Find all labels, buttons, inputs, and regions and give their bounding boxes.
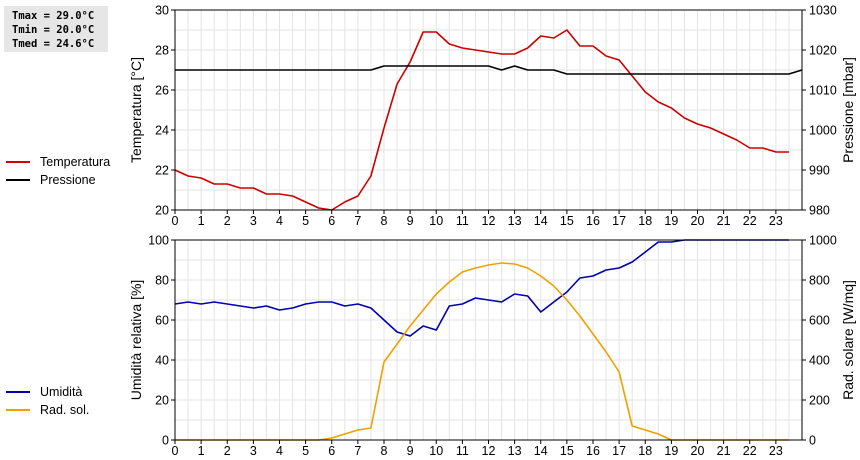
bottom-y2-tick-label: 1000 xyxy=(809,234,837,248)
bottom-x-tick-label: 0 xyxy=(172,444,179,458)
top-x-tick-label: 19 xyxy=(664,214,678,228)
legend-swatch-temperature xyxy=(6,161,30,163)
top-y2-tick-label: 1030 xyxy=(809,4,837,18)
stat-tmax: Tmax = 29.0°C xyxy=(12,10,95,22)
bottom-x-tick-label: 22 xyxy=(743,444,757,458)
bottom-y2-tick-label: 400 xyxy=(809,354,830,368)
legend-item-radiation: Rad. sol. xyxy=(6,402,89,418)
bottom-y-tick-label: 20 xyxy=(155,394,169,408)
legend-label-pressure: Pressione xyxy=(40,173,96,187)
legend-swatch-radiation xyxy=(6,409,30,411)
bottom-x-tick-label: 11 xyxy=(456,444,469,458)
bottom-x-tick-label: 16 xyxy=(586,444,600,458)
bottom-y-tick-label: 80 xyxy=(155,274,169,288)
top-x-tick-label: 17 xyxy=(612,214,626,228)
bottom-x-tick-label: 7 xyxy=(354,444,361,458)
top-series-primary-line xyxy=(174,29,789,211)
bottom-y-tick-label: 100 xyxy=(148,234,169,248)
bottom-y2-tick-label: 600 xyxy=(809,314,830,328)
legend-item-humidity: Umidità xyxy=(6,384,82,400)
bottom-x-tick-label: 19 xyxy=(664,444,678,458)
top-x-tick-label: 13 xyxy=(508,214,522,228)
legend-item-temperature: Temperatura xyxy=(6,154,110,170)
legend-label-temperature: Temperatura xyxy=(40,155,111,169)
bottom-y2-tick-label: 0 xyxy=(809,434,816,448)
top-x-tick-label: 15 xyxy=(560,214,574,228)
top-x-tick-label: 5 xyxy=(302,214,309,228)
bottom-x-tick-label: 1 xyxy=(198,444,205,458)
bottom-x-tick-label: 20 xyxy=(691,444,705,458)
top-x-tick-label: 21 xyxy=(717,214,731,228)
top-y-tick-label: 28 xyxy=(155,44,169,58)
bottom-x-tick-label: 10 xyxy=(429,444,443,458)
bottom-x-tick-label: 13 xyxy=(508,444,522,458)
top-series-secondary-line xyxy=(175,65,803,75)
bottom-y-tick-label: 60 xyxy=(155,314,169,328)
top-y2-tick-label: 1010 xyxy=(809,84,837,98)
top-y2-tick-label: 1020 xyxy=(809,44,837,58)
bottom-x-tick-label: 4 xyxy=(276,444,283,458)
bottom-x-tick-label: 6 xyxy=(328,444,335,458)
bottom-x-tick-label: 17 xyxy=(612,444,626,458)
top-y-axis-title: Temperatura [°C] xyxy=(128,57,144,163)
top-x-tick-label: 20 xyxy=(691,214,705,228)
legend-label-humidity: Umidità xyxy=(40,385,83,399)
top-y-tick-label: 30 xyxy=(155,4,169,18)
top-x-tick-label: 12 xyxy=(482,214,496,228)
bottom-y-tick-label: 0 xyxy=(162,434,169,448)
stat-tmin: Tmin = 20.0°C xyxy=(12,24,95,36)
bottom-x-tick-label: 18 xyxy=(638,444,652,458)
bottom-x-tick-label: 23 xyxy=(769,444,783,458)
top-y-tick-label: 24 xyxy=(155,124,169,138)
top-x-tick-label: 11 xyxy=(456,214,469,228)
top-y-tick-label: 20 xyxy=(155,204,169,218)
legend-swatch-pressure xyxy=(6,179,30,181)
top-x-tick-label: 14 xyxy=(534,214,548,228)
bottom-y2-tick-label: 800 xyxy=(809,274,830,288)
top-x-tick-label: 1 xyxy=(198,214,205,228)
legend-item-pressure: Pressione xyxy=(6,172,96,188)
bottom-x-tick-label: 14 xyxy=(534,444,548,458)
bottom-y2-tick-label: 200 xyxy=(809,394,830,408)
bottom-x-tick-label: 8 xyxy=(381,444,388,458)
bottom-y-tick-label: 40 xyxy=(155,354,169,368)
bottom-x-tick-label: 2 xyxy=(224,444,231,458)
bottom-x-tick-label: 21 xyxy=(717,444,731,458)
legend-swatch-humidity xyxy=(6,391,30,393)
stat-tmed: Tmed = 24.6°C xyxy=(12,38,95,50)
top-x-tick-label: 4 xyxy=(276,214,283,228)
legend-label-radiation: Rad. sol. xyxy=(40,403,90,417)
top-x-tick-label: 6 xyxy=(328,214,335,228)
top-y-tick-label: 26 xyxy=(155,84,169,98)
top-x-tick-label: 10 xyxy=(429,214,443,228)
top-x-tick-label: 18 xyxy=(638,214,652,228)
bottom-y-axis-title: Umidità relativa [%] xyxy=(128,280,144,401)
top-y2-axis-title: Pressione [mbar] xyxy=(840,57,856,163)
top-x-tick-label: 9 xyxy=(407,214,414,228)
bottom-x-tick-label: 5 xyxy=(302,444,309,458)
top-x-tick-label: 22 xyxy=(743,214,757,228)
top-x-tick-label: 2 xyxy=(224,214,231,228)
top-y2-tick-label: 980 xyxy=(809,204,830,218)
top-x-tick-label: 23 xyxy=(769,214,783,228)
top-y-tick-label: 22 xyxy=(155,164,169,178)
top-y2-tick-label: 990 xyxy=(809,164,830,178)
bottom-x-tick-label: 3 xyxy=(250,444,257,458)
top-y2-tick-label: 1000 xyxy=(809,124,837,138)
bottom-x-tick-label: 15 xyxy=(560,444,574,458)
stats-box: Tmax = 29.0°C Tmin = 20.0°C Tmed = 24.6°… xyxy=(4,6,108,52)
bottom-x-tick-label: 12 xyxy=(482,444,496,458)
top-x-tick-label: 3 xyxy=(250,214,257,228)
top-x-tick-label: 8 xyxy=(381,214,388,228)
top-x-tick-label: 0 xyxy=(172,214,179,228)
bottom-x-tick-label: 9 xyxy=(407,444,414,458)
top-x-tick-label: 16 xyxy=(586,214,600,228)
top-x-tick-label: 7 xyxy=(354,214,361,228)
bottom-y2-axis-title: Rad. solare [W/mq] xyxy=(840,280,856,400)
